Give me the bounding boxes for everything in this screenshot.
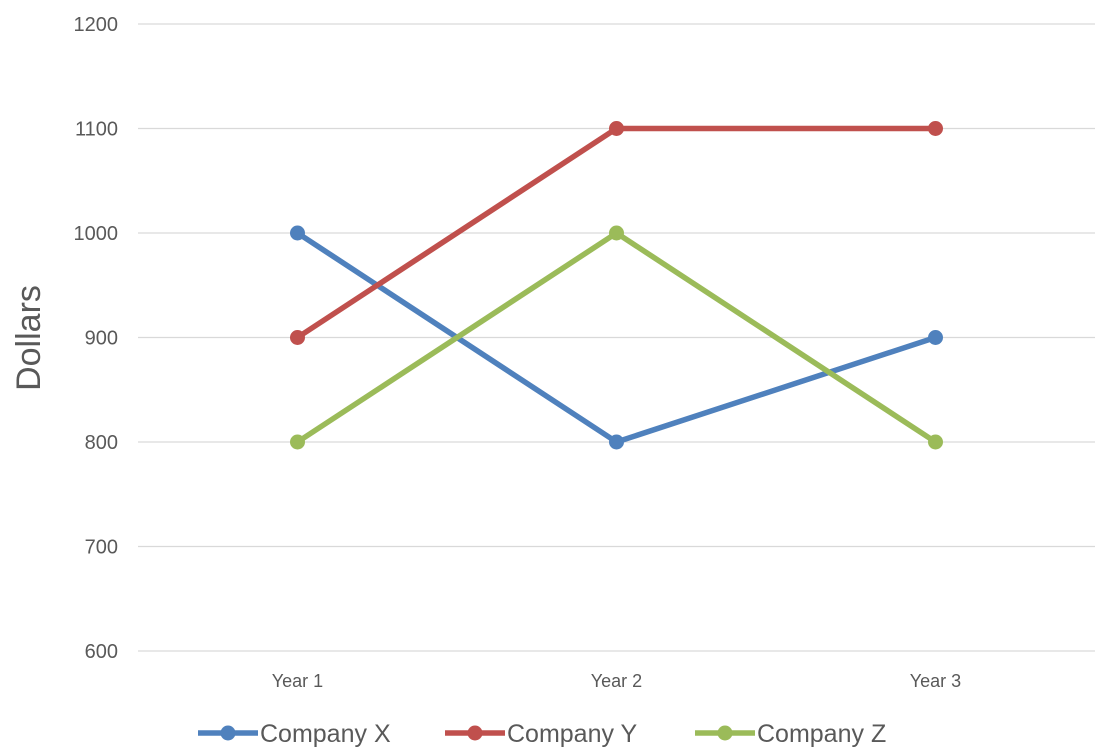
y-axis-label: Dollars: [10, 285, 48, 391]
y-tick-label: 900: [85, 328, 118, 350]
gridlines: [138, 23, 1095, 652]
series-lines: [290, 121, 943, 450]
y-tick-label: 1000: [74, 223, 119, 245]
legend-label-company-z: Company Z: [757, 720, 886, 748]
data-point-company-x: [928, 330, 943, 345]
data-point-company-y: [928, 121, 943, 136]
y-tick-label: 600: [85, 641, 118, 663]
legend-label-company-y: Company Y: [507, 720, 637, 748]
y-tick-label: 1100: [75, 119, 118, 141]
data-point-company-x: [290, 225, 305, 241]
data-point-company-z: [928, 434, 943, 450]
data-point-company-x: [609, 434, 624, 450]
data-point-company-y: [609, 121, 624, 136]
y-tick-label: 1200: [74, 14, 119, 36]
x-axis-ticks: Year 1 Year 2 Year 3: [272, 671, 961, 691]
x-tick-label: Year 2: [591, 671, 642, 691]
legend-marker-company-z: [717, 725, 733, 741]
y-tick-label: 700: [85, 537, 118, 559]
y-tick-label: 800: [85, 432, 118, 454]
y-axis-ticks: 600 700 800 900 1000 1100 1200: [74, 14, 119, 663]
legend-label-company-x: Company X: [260, 720, 391, 748]
data-point-company-z: [290, 434, 305, 450]
data-point-company-z: [609, 225, 624, 241]
legend-marker-company-x: [220, 725, 236, 741]
legend-marker-company-y: [467, 725, 483, 741]
data-point-company-y: [290, 330, 305, 345]
x-tick-label: Year 3: [910, 671, 961, 691]
x-tick-label: Year 1: [272, 671, 323, 691]
legend: Company X Company Y Company Z: [198, 720, 886, 748]
